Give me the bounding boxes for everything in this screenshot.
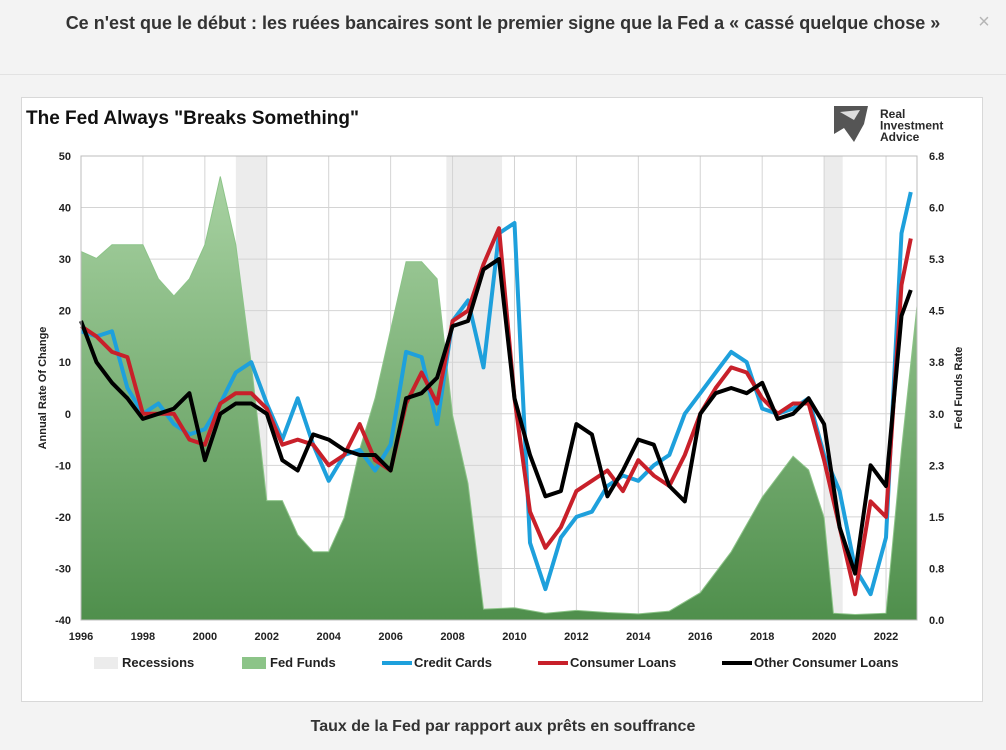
y2-tick-label: 4.5 bbox=[929, 306, 944, 318]
y2-tick-label: 1.5 bbox=[929, 512, 944, 524]
y-tick-label: 50 bbox=[59, 151, 71, 163]
y-tick-label: -30 bbox=[55, 563, 71, 575]
x-tick-label: 2000 bbox=[193, 631, 217, 643]
y2-tick-label: 0.8 bbox=[929, 563, 944, 575]
y-axis-label: Annual Rate Of Change bbox=[37, 327, 49, 450]
y2-tick-label: 6.8 bbox=[929, 151, 944, 163]
x-tick-label: 2012 bbox=[564, 631, 588, 643]
y2-tick-label: 6.0 bbox=[929, 203, 944, 215]
legend-swatch bbox=[242, 657, 266, 669]
legend-other-consumer-loans: Other Consumer Loans bbox=[722, 655, 898, 670]
x-tick-label: 2006 bbox=[378, 631, 402, 643]
plot-border bbox=[80, 155, 918, 621]
y-tick-label: 40 bbox=[59, 203, 71, 215]
x-tick-label: 2020 bbox=[812, 631, 836, 643]
x-tick-label: 1998 bbox=[131, 631, 155, 643]
legend-label: Recessions bbox=[122, 655, 194, 670]
article-header: Ce n'est que le début : les ruées bancai… bbox=[0, 0, 1006, 75]
legend-consumer-loans: Consumer Loans bbox=[538, 655, 676, 670]
x-tick-label: 2018 bbox=[750, 631, 774, 643]
logo-text-line: Investment bbox=[880, 119, 943, 133]
x-tick-label: 2010 bbox=[502, 631, 526, 643]
legend-swatch bbox=[94, 657, 118, 669]
other-consumer-loans-line bbox=[79, 257, 913, 576]
x-tick-label: 2004 bbox=[316, 631, 341, 643]
x-tick-label: 2014 bbox=[626, 631, 651, 643]
consumer-loans-line bbox=[79, 226, 913, 597]
legend-label: Consumer Loans bbox=[570, 655, 676, 670]
x-tick-label: 1996 bbox=[69, 631, 93, 643]
y-tick-label: -20 bbox=[55, 512, 71, 524]
chart-figure: The Fed Always "Breaks Something" Real Inv… bbox=[21, 97, 983, 702]
y2-tick-label: 3.8 bbox=[929, 357, 944, 369]
y2-axis-label: Fed Funds Rate bbox=[953, 347, 965, 430]
y-tick-label: 20 bbox=[59, 306, 71, 318]
x-tick-label: 2002 bbox=[255, 631, 279, 643]
y-tick-label: 0 bbox=[65, 409, 71, 421]
x-tick-label: 2016 bbox=[688, 631, 712, 643]
legend-recessions: Recessions bbox=[94, 655, 194, 670]
logo-text-line: Real bbox=[880, 107, 905, 121]
legend-label: Other Consumer Loans bbox=[754, 655, 898, 670]
logo-text-line: Advice bbox=[880, 130, 920, 144]
y-tick-label: 10 bbox=[59, 357, 71, 369]
legend-label: Credit Cards bbox=[414, 655, 492, 670]
article-title: Ce n'est que le début : les ruées bancai… bbox=[65, 13, 941, 33]
chart-svg: The Fed Always "Breaks Something" RealInv… bbox=[26, 106, 965, 670]
y2-tick-label: 2.3 bbox=[929, 460, 944, 472]
fed-funds-area bbox=[80, 176, 918, 621]
y2-tick-label: 0.0 bbox=[929, 615, 944, 627]
logo-eagle-icon bbox=[834, 106, 868, 142]
x-tick-label: 2008 bbox=[440, 631, 464, 643]
chart-title: The Fed Always "Breaks Something" bbox=[26, 108, 359, 129]
x-tick-label: 2022 bbox=[874, 631, 898, 643]
close-icon[interactable]: × bbox=[978, 11, 990, 33]
legend-fed-funds: Fed Funds bbox=[242, 655, 336, 670]
y2-tick-label: 3.0 bbox=[929, 409, 944, 421]
logo-eagle-detail-icon bbox=[840, 110, 860, 120]
y-tick-label: -10 bbox=[55, 460, 71, 472]
y-tick-label: -40 bbox=[55, 615, 71, 627]
legend-credit-cards: Credit Cards bbox=[382, 655, 492, 670]
y2-tick-label: 5.3 bbox=[929, 254, 944, 266]
y-tick-label: 30 bbox=[59, 254, 71, 266]
legend-label: Fed Funds bbox=[270, 655, 336, 670]
figure-caption: Taux de la Fed par rapport aux prêts en … bbox=[310, 718, 696, 735]
